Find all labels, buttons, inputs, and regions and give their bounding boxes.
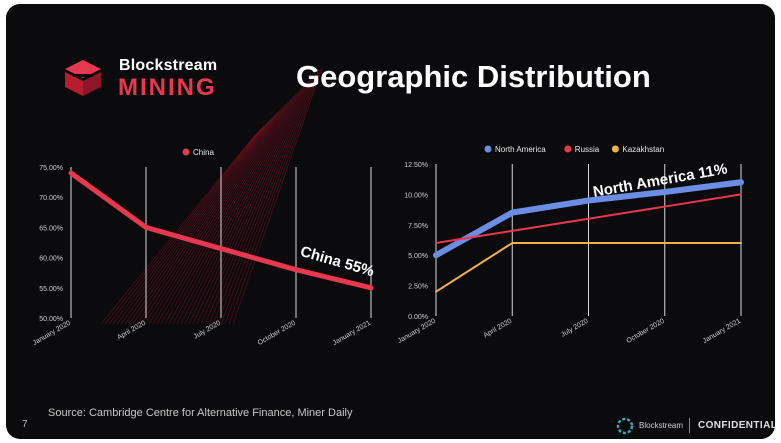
regional-share-chart: January 2020 April 2020 July 2020 October 2… xyxy=(397,145,744,345)
y-tick-label: 50.00% xyxy=(39,316,63,323)
y-tick-label: 65.00% xyxy=(39,225,63,232)
logo-text-blockstream: Blockstream xyxy=(119,57,218,74)
y-tick-label: 55.00% xyxy=(39,286,63,293)
series-line-north-america xyxy=(433,179,744,259)
y-tick-label: 60.00% xyxy=(39,256,63,263)
footer-brand-name: Blockstream xyxy=(639,421,684,430)
y-tick-label: 12.50% xyxy=(404,162,428,169)
source-note: Source: Cambridge Centre for Alternative… xyxy=(48,407,353,419)
legend-label: North America xyxy=(495,145,546,154)
blockstream-cube-icon xyxy=(65,60,101,96)
y-tick-label: 7.50% xyxy=(408,223,428,230)
x-tick-label: January 2021 xyxy=(702,318,742,345)
y-tick-label: 70.00% xyxy=(39,195,63,202)
confidential-label: CONFIDENTIAL xyxy=(698,420,775,431)
footer-brand: Blockstream CONFIDENTIAL xyxy=(615,416,775,436)
blockstream-mining-logo: Blockstream MINING xyxy=(61,54,231,104)
y-tick-label: 0.00% xyxy=(408,314,428,321)
logo-text-mining: MINING xyxy=(118,74,217,101)
legend-label: China xyxy=(193,148,214,157)
decorative-lines xyxy=(100,67,323,325)
x-tick-label: January 2020 xyxy=(397,318,437,345)
y-tick-label: 75.00% xyxy=(39,165,63,172)
page-number: 7 xyxy=(22,419,28,430)
legend-label: Russia xyxy=(575,145,600,154)
y-tick-label: 10.00% xyxy=(404,192,428,199)
x-tick-label: October 2020 xyxy=(626,318,666,345)
blockstream-ring-icon xyxy=(616,417,634,435)
legend-marker xyxy=(182,148,190,156)
series-line-china xyxy=(68,170,374,291)
x-tick-label: July 2020 xyxy=(560,318,590,339)
x-tick-label: April 2020 xyxy=(482,318,513,340)
slide-title: Geographic Distribution xyxy=(296,59,651,94)
series-line-russia xyxy=(435,193,742,245)
y-tick-label: 5.00% xyxy=(408,253,428,260)
slide: Blockstream MINING Geographic Distributi… xyxy=(6,4,775,439)
china-share-chart: January 2020 April 2020 July 2020 October 2… xyxy=(32,148,376,347)
y-tick-label: 2.50% xyxy=(408,284,428,291)
footer-divider xyxy=(689,418,690,433)
legend-marker xyxy=(564,145,572,153)
series-line-kazakhstan xyxy=(435,242,742,293)
legend-marker xyxy=(611,145,619,153)
legend-marker xyxy=(484,145,492,153)
legend-label: Kazakhstan xyxy=(622,145,664,154)
